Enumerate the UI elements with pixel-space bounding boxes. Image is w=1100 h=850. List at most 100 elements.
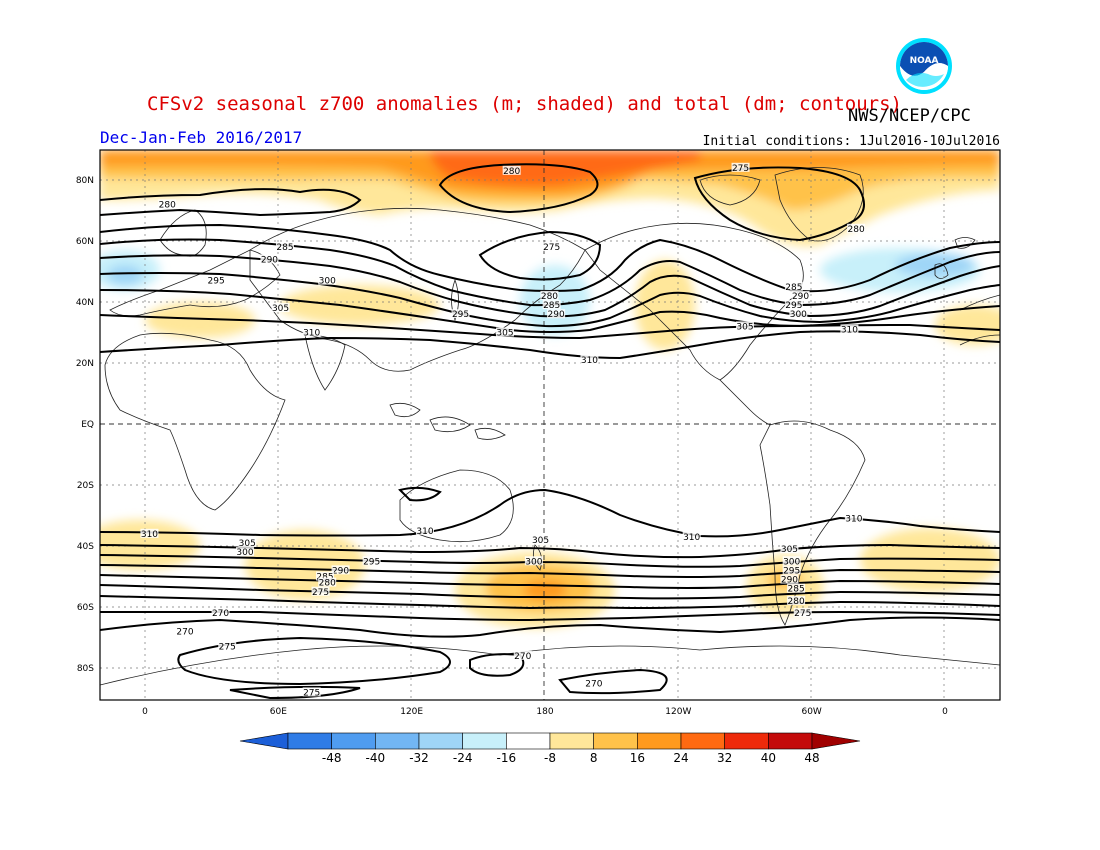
contour-label-text: 300 bbox=[319, 277, 336, 287]
contour-label: 270 bbox=[513, 650, 532, 662]
contour-label-text: 310 bbox=[845, 515, 862, 525]
contour-label: 300 bbox=[318, 275, 337, 287]
colorbar-swatch bbox=[680, 732, 725, 750]
contour-label-text: 285 bbox=[316, 573, 333, 583]
contour-label: 305 bbox=[271, 303, 290, 314]
contour-label-text: 290 bbox=[792, 292, 809, 302]
lon-label: 60W bbox=[801, 707, 821, 717]
contour-label: 285 bbox=[315, 571, 334, 583]
contour-label-text: 280 bbox=[788, 597, 805, 607]
equator-and-dateline bbox=[100, 150, 1000, 700]
agency-label: NWS/NCEP/CPC bbox=[848, 106, 971, 126]
contour-label-text: 270 bbox=[176, 627, 193, 637]
colorbar-swatch bbox=[375, 732, 420, 750]
colorbar-label: -32 bbox=[409, 751, 429, 765]
noaa-logo-text: NOAA bbox=[910, 56, 939, 66]
contour-label-text: 300 bbox=[790, 310, 807, 320]
contour-label-text: 310 bbox=[581, 356, 598, 366]
lon-label: 60E bbox=[270, 707, 287, 717]
contour-label-text: 305 bbox=[272, 304, 289, 314]
contour-label-text: 310 bbox=[841, 325, 858, 335]
contour-label-text: 305 bbox=[532, 536, 549, 546]
contour-label: 275 bbox=[218, 641, 237, 653]
colorbar-swatch bbox=[331, 732, 376, 750]
lon-label: 180 bbox=[536, 707, 553, 717]
contour-label: 290 bbox=[780, 574, 799, 586]
lat-label: 80N bbox=[76, 176, 94, 186]
contour-label: 285 bbox=[787, 583, 806, 595]
contour-label: 295 bbox=[451, 309, 470, 320]
latitude-labels: 80N 60N 40N 20N EQ 20S 40S 60S 80S bbox=[76, 176, 94, 674]
contour-label: 275 bbox=[542, 242, 561, 253]
colorbar-max-arrow bbox=[811, 732, 861, 750]
contour-label: 310 bbox=[302, 327, 321, 339]
colorbar-label: -16 bbox=[497, 751, 517, 765]
contour-label-text: 285 bbox=[785, 283, 802, 293]
contour-label-text: 275 bbox=[794, 609, 811, 619]
lon-label: 120W bbox=[665, 707, 691, 717]
map-frame bbox=[99, 149, 1001, 701]
colorbar-label: 48 bbox=[804, 751, 819, 765]
contour-label-text: 295 bbox=[785, 301, 802, 311]
contour-label: 280 bbox=[847, 223, 866, 235]
contour-label: 290 bbox=[260, 254, 279, 265]
lat-label: 40S bbox=[77, 542, 94, 552]
contour-label-text: 290 bbox=[261, 255, 278, 265]
figure-title: CFSv2 seasonal z700 anomalies (m; shaded… bbox=[147, 93, 902, 115]
contour-label: 280 bbox=[502, 165, 521, 177]
contour-label: 310 bbox=[844, 513, 863, 525]
season-label: Dec-Jan-Feb 2016/2017 bbox=[100, 128, 302, 147]
contour-label-text: 275 bbox=[543, 243, 560, 253]
contour-label: 275 bbox=[731, 162, 750, 174]
lat-label: 60S bbox=[77, 603, 94, 613]
colorbar-swatch bbox=[549, 732, 594, 750]
contour-label-text: 285 bbox=[543, 301, 560, 311]
contour-label-text: 270 bbox=[514, 652, 531, 662]
contour-label: 310 bbox=[415, 525, 434, 537]
lat-label: EQ bbox=[81, 420, 94, 430]
contour-label-text: 305 bbox=[736, 322, 753, 332]
contour-label: 310 bbox=[840, 324, 859, 335]
contour-label-text: 280 bbox=[848, 225, 865, 235]
contour-label-text: 275 bbox=[732, 164, 749, 174]
colorbar-label: 32 bbox=[717, 751, 732, 765]
colorbar-label: 16 bbox=[630, 751, 645, 765]
contour-label: 295 bbox=[362, 556, 381, 567]
colorbar-swatch bbox=[637, 732, 682, 750]
contour-label-text: 295 bbox=[363, 557, 380, 567]
lat-label: 20S bbox=[77, 481, 94, 491]
contour-label: 280 bbox=[158, 199, 177, 210]
contour-label: 305 bbox=[780, 544, 799, 555]
contour-label-text: 295 bbox=[783, 566, 800, 576]
contour-label-text: 290 bbox=[548, 310, 565, 320]
contour-label-text: 295 bbox=[452, 310, 469, 320]
contour-label: 275 bbox=[793, 608, 812, 619]
contour-label: 300 bbox=[789, 309, 808, 320]
contour-label-text: 290 bbox=[332, 566, 349, 576]
contour-label: 270 bbox=[211, 608, 230, 619]
coastlines bbox=[100, 167, 1000, 686]
lat-label: 60N bbox=[76, 237, 94, 247]
contour-label: 290 bbox=[331, 565, 350, 576]
colorbar-swatch bbox=[593, 732, 638, 750]
contour-label-text: 300 bbox=[525, 557, 542, 567]
contour-label-text: 280 bbox=[319, 579, 336, 589]
contour-label: 275 bbox=[311, 586, 330, 598]
noaa-logo: NOAA bbox=[896, 38, 952, 94]
contour-label-text: 290 bbox=[781, 576, 798, 586]
anomaly-shading bbox=[100, 150, 1000, 628]
contour-label-text: 270 bbox=[585, 679, 602, 689]
contour-label: 290 bbox=[791, 290, 810, 302]
contour-label: 280 bbox=[318, 577, 337, 589]
contour-label-text: 280 bbox=[503, 167, 520, 177]
contour-label: 295 bbox=[207, 275, 226, 287]
contour-label-text: 300 bbox=[783, 557, 800, 567]
contour-label: 300 bbox=[782, 556, 801, 567]
contour-label-text: 310 bbox=[683, 533, 700, 543]
contour-label: 310 bbox=[682, 531, 701, 543]
contour-label: 305 bbox=[238, 537, 257, 549]
colorbar: -48 -40 -32 -24 -16 -8 8 16 24 32 40 48 bbox=[239, 732, 861, 765]
contour-label-text: 310 bbox=[416, 527, 433, 537]
